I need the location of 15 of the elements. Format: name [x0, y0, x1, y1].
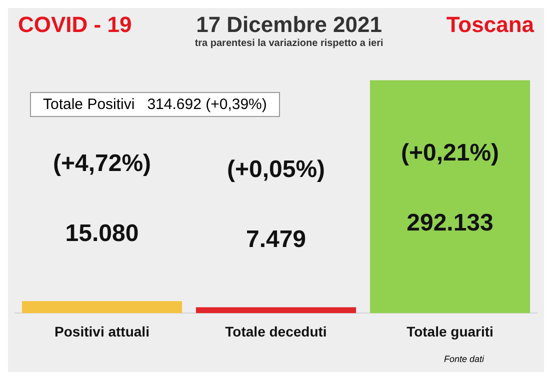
data-label: 7.479	[246, 226, 306, 254]
x-tick-label: Totale deceduti	[225, 323, 327, 340]
annotation: (+0,05%)	[226, 156, 326, 184]
x-tick-label: Totale guariti	[406, 323, 494, 340]
chart-subtitle: tra parentesi la variazione rispetto a ieri	[194, 38, 384, 49]
data-label: 292.133	[406, 209, 494, 236]
text: COVID - 19	[18, 12, 132, 38]
data-label: 15.080	[65, 220, 139, 248]
annotation: (+4,72%)	[52, 150, 152, 178]
text: Toscana	[446, 12, 534, 38]
chart-title: 17 Dicembre 2021	[195, 12, 383, 38]
source-note: Fonte dati	[444, 354, 484, 364]
annotation: Totale Positivi 314.692 (+0,39%)	[30, 92, 280, 117]
x-tick-label: Positivi attuali	[54, 323, 150, 340]
annotation: (+0,21%)	[400, 139, 500, 166]
